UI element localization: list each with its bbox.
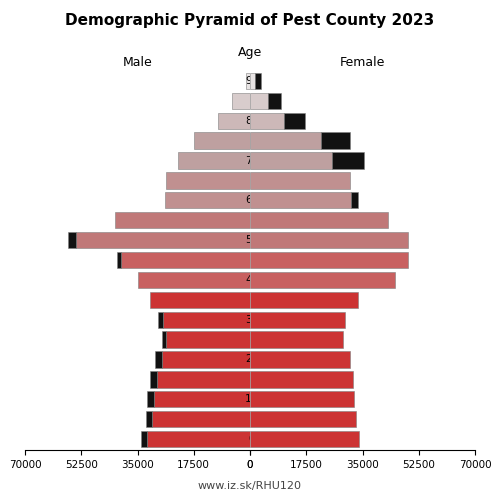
Bar [68, 232, 76, 248]
Text: 10: 10 [256, 394, 268, 404]
Bar [250, 152, 332, 168]
Bar [250, 232, 408, 248]
Bar [115, 212, 250, 228]
Bar [147, 431, 250, 447]
Bar [250, 391, 354, 407]
Bar [250, 411, 356, 428]
Bar [250, 112, 284, 129]
Bar [138, 272, 250, 288]
Bar [140, 431, 147, 447]
Bar [250, 92, 268, 109]
Text: 60: 60 [245, 196, 258, 205]
Bar [165, 192, 250, 208]
Bar [157, 371, 250, 388]
Text: 20: 20 [245, 354, 258, 364]
Text: 30: 30 [245, 314, 258, 324]
Bar [255, 73, 260, 89]
Text: 90: 90 [245, 76, 258, 86]
Bar [250, 352, 350, 368]
Bar [146, 411, 152, 428]
Bar [250, 272, 394, 288]
Bar [250, 212, 388, 228]
Bar [250, 172, 350, 188]
Bar [246, 73, 250, 89]
Bar [250, 132, 320, 149]
Bar [320, 132, 350, 149]
Title: Male: Male [122, 56, 152, 69]
Bar [332, 152, 364, 168]
Bar [147, 391, 154, 407]
Bar [250, 292, 358, 308]
Text: www.iz.sk/RHU120: www.iz.sk/RHU120 [198, 481, 302, 491]
Bar [284, 112, 304, 129]
Bar [154, 391, 250, 407]
Bar [166, 172, 250, 188]
Bar [150, 371, 157, 388]
Text: 30: 30 [256, 314, 268, 324]
Text: 10: 10 [245, 394, 258, 404]
Bar [162, 352, 250, 368]
Bar [250, 73, 255, 89]
Text: 90: 90 [256, 76, 268, 86]
Text: 0: 0 [256, 434, 262, 444]
Bar [150, 292, 250, 308]
Bar [232, 92, 250, 109]
Bar [178, 152, 250, 168]
Bar [163, 312, 250, 328]
Text: 80: 80 [245, 116, 258, 126]
Bar [155, 352, 162, 368]
Bar [116, 252, 121, 268]
Text: 20: 20 [256, 354, 268, 364]
Bar [76, 232, 250, 248]
Bar [194, 132, 250, 149]
Bar [218, 112, 250, 129]
Text: 70: 70 [245, 156, 258, 166]
Text: Demographic Pyramid of Pest County 2023: Demographic Pyramid of Pest County 2023 [66, 12, 434, 28]
Bar [250, 312, 345, 328]
Bar [162, 332, 166, 347]
Text: 80: 80 [256, 116, 268, 126]
Text: 70: 70 [256, 156, 268, 166]
Bar [250, 371, 353, 388]
Title: Female: Female [340, 56, 385, 69]
Bar [250, 332, 343, 347]
Bar [250, 431, 360, 447]
Text: 40: 40 [256, 275, 268, 285]
Bar [166, 332, 250, 347]
Text: 0: 0 [248, 434, 255, 444]
Bar [158, 312, 163, 328]
Text: 40: 40 [245, 275, 258, 285]
Bar [268, 92, 280, 109]
Bar [152, 411, 250, 428]
Text: 50: 50 [245, 235, 258, 245]
Bar [351, 192, 358, 208]
Text: Age: Age [238, 46, 262, 59]
Text: 60: 60 [256, 196, 268, 205]
Bar [122, 252, 250, 268]
Bar [250, 192, 351, 208]
Text: 50: 50 [256, 235, 268, 245]
Bar [250, 252, 408, 268]
